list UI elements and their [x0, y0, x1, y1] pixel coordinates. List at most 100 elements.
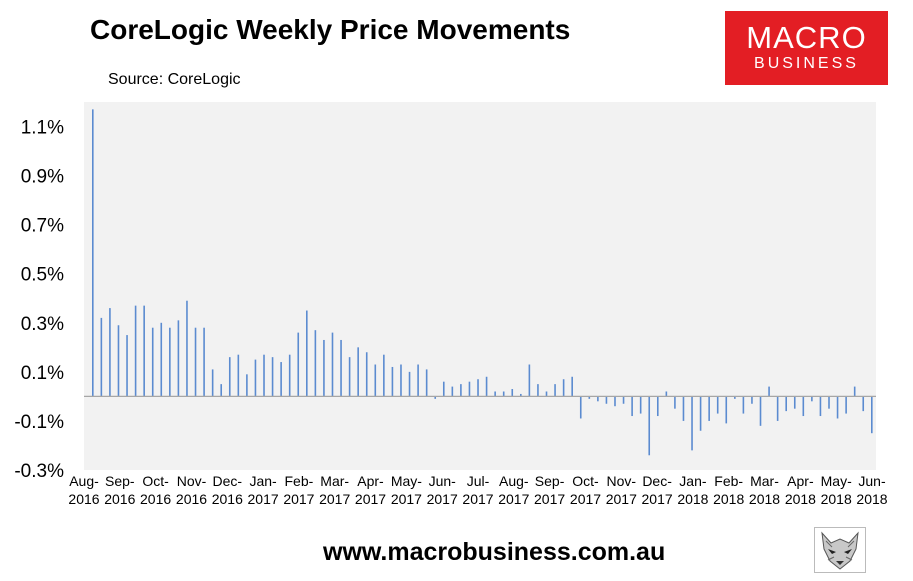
bar: [545, 391, 548, 397]
bar: [631, 396, 633, 417]
y-axis-ticks: 1.1% 0.9% 0.7% 0.5% 0.3% 0.1% -0.1% -0.3%: [14, 118, 64, 483]
bar: [562, 379, 565, 397]
bar: [425, 369, 428, 397]
y-tick-label: 1.1%: [21, 118, 64, 139]
x-tick-label: Mar-: [320, 473, 349, 489]
bar: [648, 396, 651, 456]
bar: [785, 396, 787, 412]
bar: [751, 396, 753, 404]
logo-line-1: MACRO: [746, 20, 867, 55]
bar: [92, 109, 94, 397]
plot-area: [84, 102, 876, 470]
bar: [537, 384, 539, 397]
bar: [571, 376, 573, 397]
x-tick-label: 2017: [534, 491, 565, 507]
bar: [228, 357, 231, 397]
bar: [331, 332, 334, 397]
x-tick-label: Mar-: [750, 473, 779, 489]
y-tick-label: 0.5%: [21, 265, 64, 286]
x-tick-label: 2018: [713, 491, 744, 507]
x-axis-ticks: Aug- 2016 Sep- 2016 Oct- 2016 Nov- 2016 Dec- 2016…: [68, 473, 887, 507]
bar: [742, 396, 745, 414]
x-tick-label: 2017: [498, 491, 529, 507]
bars-group: [92, 109, 873, 456]
bar: [271, 357, 274, 397]
bar: [280, 362, 282, 397]
x-tick-label: 2016: [212, 491, 243, 507]
bar: [383, 354, 385, 397]
bar: [374, 364, 377, 397]
chart-title: CoreLogic Weekly Price Movements: [90, 14, 571, 45]
bar: [597, 396, 599, 402]
weekly-price-bar-chart: 1.1% 0.9% 0.7% 0.5% 0.3% 0.1% -0.1% -0.3% Aug- 2…: [14, 102, 888, 507]
bar: [759, 396, 762, 426]
bar: [237, 354, 240, 397]
bar: [357, 347, 359, 397]
bar: [314, 330, 317, 397]
bar: [246, 374, 248, 397]
bar: [871, 396, 873, 434]
x-tick-label: 2017: [606, 491, 637, 507]
bar: [614, 396, 616, 407]
bar: [400, 364, 402, 397]
x-tick-label: Aug-: [69, 473, 99, 489]
bar: [674, 396, 676, 409]
bar: [802, 396, 805, 417]
bar: [263, 354, 265, 397]
x-tick-label: Nov-: [177, 473, 207, 489]
bar: [520, 393, 522, 397]
x-tick-label: 2017: [355, 491, 386, 507]
bar: [220, 384, 223, 397]
bar: [828, 396, 830, 409]
x-tick-label: 2016: [176, 491, 207, 507]
x-tick-label: Sep-: [105, 473, 135, 489]
logo-line-2: BUSINESS: [754, 55, 859, 72]
bar: [288, 354, 291, 397]
bar: [100, 317, 103, 397]
x-tick-label: Dec-: [213, 473, 243, 489]
bar: [699, 396, 702, 431]
x-tick-label: Apr-: [357, 473, 384, 489]
bar: [622, 396, 625, 404]
bar: [691, 396, 693, 451]
x-tick-label: 2018: [856, 491, 887, 507]
x-tick-label: May-: [391, 473, 422, 489]
bar: [588, 396, 591, 399]
bar: [793, 396, 796, 409]
y-tick-label: 0.3%: [21, 314, 64, 335]
x-tick-label: Oct-: [142, 473, 169, 489]
bar: [725, 396, 728, 424]
bar: [579, 396, 582, 419]
bar: [211, 369, 214, 397]
x-tick-label: 2017: [462, 491, 493, 507]
x-tick-label: 2016: [104, 491, 135, 507]
x-tick-label: 2016: [68, 491, 99, 507]
bar: [528, 364, 531, 397]
bar: [143, 305, 145, 397]
bar: [734, 396, 736, 399]
x-tick-label: Jul-: [467, 473, 490, 489]
bar: [656, 396, 659, 417]
bar: [169, 327, 171, 397]
bar: [177, 320, 180, 397]
x-tick-label: 2018: [785, 491, 816, 507]
bar: [776, 396, 779, 421]
x-tick-label: Dec-: [642, 473, 672, 489]
bar: [417, 364, 419, 397]
bar: [117, 325, 120, 397]
bar: [853, 386, 856, 397]
x-tick-label: Feb-: [285, 473, 314, 489]
bar: [477, 379, 479, 397]
x-tick-label: 2017: [248, 491, 279, 507]
y-tick-label: 0.1%: [21, 363, 64, 384]
x-tick-label: Sep-: [535, 473, 565, 489]
x-tick-label: Jan-: [679, 473, 707, 489]
bar: [708, 396, 710, 421]
bar: [134, 305, 137, 397]
bar: [323, 339, 325, 397]
x-tick-label: 2017: [570, 491, 601, 507]
bar: [126, 335, 128, 397]
x-tick-label: Feb-: [714, 473, 743, 489]
bar: [836, 396, 839, 419]
x-tick-label: 2017: [642, 491, 673, 507]
